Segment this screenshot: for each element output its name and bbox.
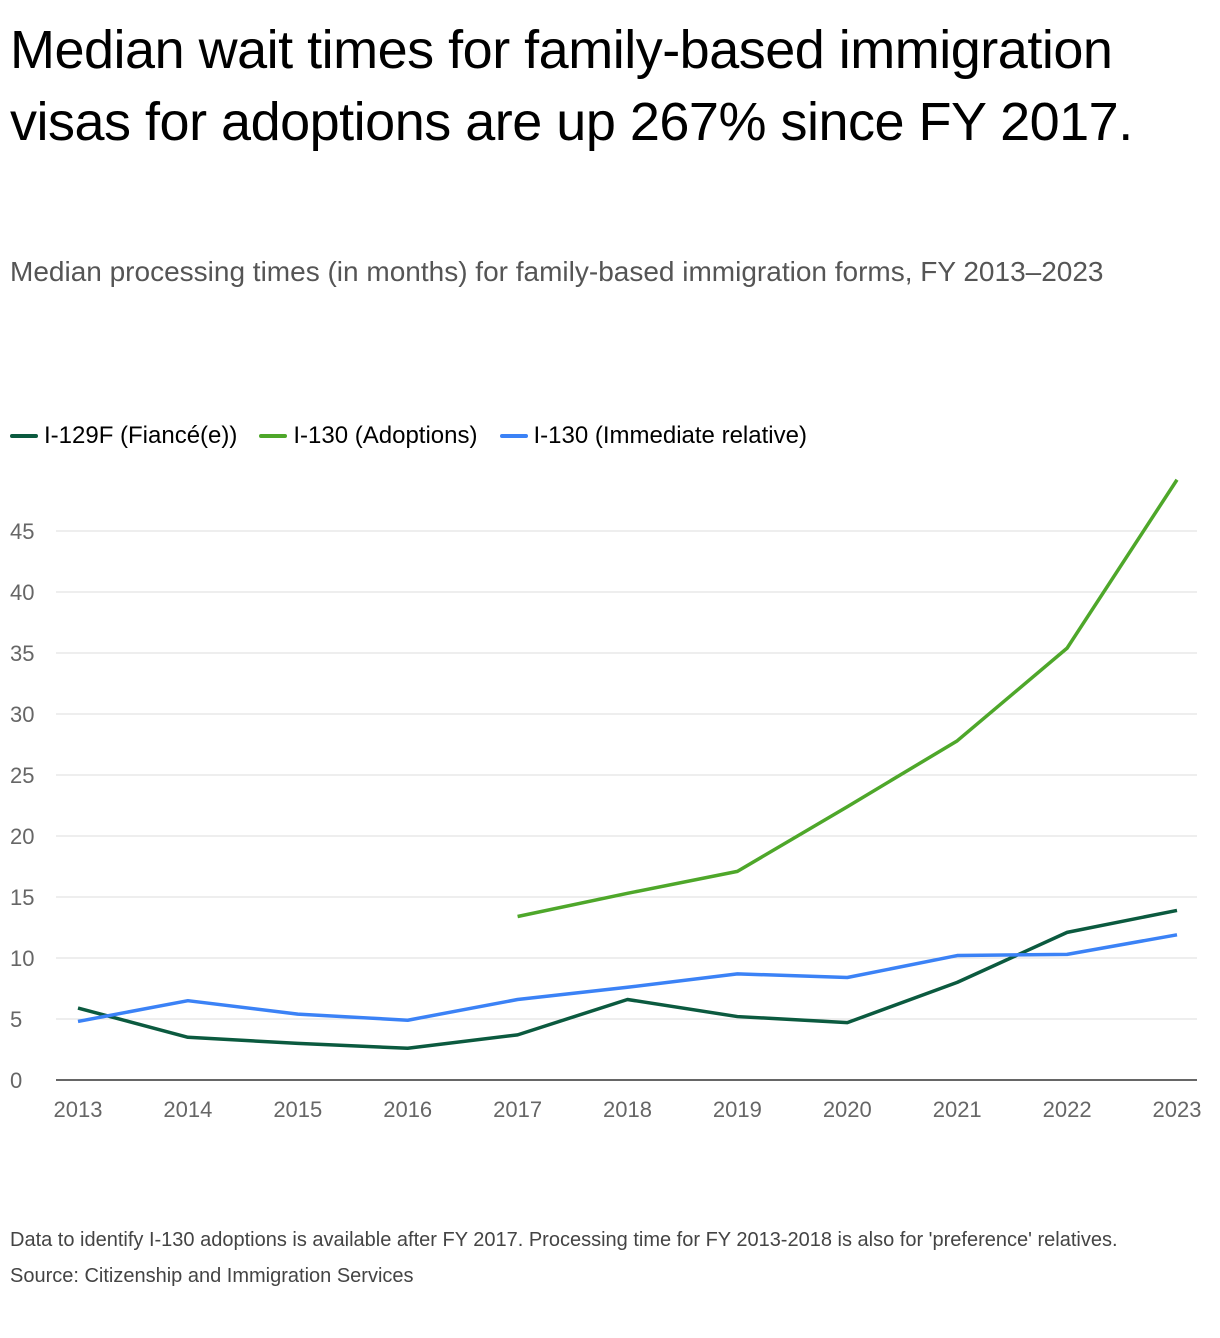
legend-item-i130-adoptions: I-130 (Adoptions)	[259, 422, 478, 450]
chart-subtitle: Median processing times (in months) for …	[10, 256, 1104, 287]
line-chart: 0 5 10 15 20 25 30 35 40 45 2013 2014 2015 2016 2017 20…	[10, 478, 1202, 1122]
y-tick-label: 35	[10, 641, 34, 666]
chart-title: Median wait times for family-based immig…	[10, 20, 1133, 152]
x-tick-label: 2018	[603, 1097, 652, 1122]
footnotes: Data to identify I-130 adoptions is avai…	[10, 1222, 1170, 1294]
legend-swatch	[259, 434, 288, 438]
x-tick-label: 2019	[713, 1097, 762, 1122]
y-tick-label: 40	[10, 580, 34, 605]
legend-label: I-129F (Fiancé(e))	[44, 422, 238, 449]
x-tick-label: 2022	[1043, 1097, 1092, 1122]
x-tick-label: 2013	[54, 1097, 103, 1122]
legend-item-i130-immediate: I-130 (Immediate relative)	[499, 422, 807, 450]
legend-label: I-130 (Adoptions)	[293, 422, 478, 449]
legend-swatch	[499, 434, 528, 438]
x-tick-label: 2015	[273, 1097, 322, 1122]
x-tick-label: 2021	[933, 1097, 982, 1122]
x-tick-label: 2023	[1153, 1097, 1202, 1122]
x-tick-label: 2016	[383, 1097, 432, 1122]
x-tick-label: 2017	[493, 1097, 542, 1122]
y-tick-label: 0	[10, 1068, 22, 1093]
chart-note: Data to identify I-130 adoptions is avai…	[10, 1229, 1118, 1251]
y-tick-label: 20	[10, 824, 34, 849]
series-line-1	[517, 478, 1179, 919]
legend-label: I-130 (Immediate relative)	[533, 422, 807, 449]
y-tick-label: 25	[10, 763, 34, 788]
y-tick-label: 30	[10, 702, 34, 727]
x-tick-label: 2014	[163, 1097, 212, 1122]
series-line-0	[77, 908, 1178, 1051]
legend-item-i129f: I-129F (Fiancé(e))	[10, 422, 237, 450]
x-tick-label: 2020	[823, 1097, 872, 1122]
y-tick-label: 15	[10, 885, 34, 910]
series-line-2	[77, 933, 1178, 1024]
legend: I-129F (Fiancé(e)) I-130 (Adoptions) I-1…	[10, 422, 807, 450]
y-tick-label: 5	[10, 1007, 22, 1032]
y-tick-label: 45	[10, 519, 34, 544]
y-tick-label: 10	[10, 946, 34, 971]
chart-source: Source: Citizenship and Immigration Serv…	[10, 1265, 414, 1287]
legend-swatch	[10, 434, 38, 438]
